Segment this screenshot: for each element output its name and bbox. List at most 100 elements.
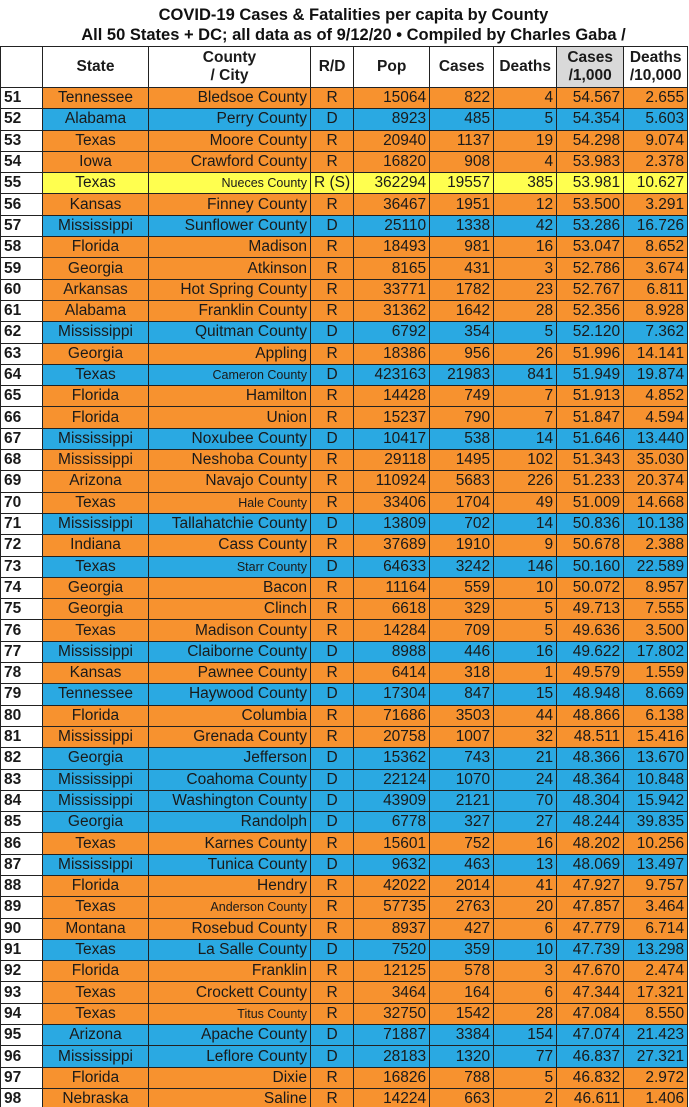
cases-per-1000-cell: 47.670 — [556, 960, 625, 983]
cases-cell: 431 — [429, 257, 495, 280]
cases-per-1000-cell: 46.837 — [556, 1045, 625, 1068]
rank-cell: 94 — [0, 1002, 43, 1026]
cases-per-1000-cell: 53.500 — [556, 193, 625, 216]
state-cell: Tennessee — [42, 683, 149, 706]
deaths-per-10000-cell: 6.811 — [623, 278, 689, 301]
pop-cell: 14284 — [353, 619, 431, 642]
cases-per-1000-cell: 46.832 — [556, 1066, 625, 1089]
pop-cell: 17304 — [353, 683, 431, 706]
state-cell: Arizona — [42, 1024, 149, 1047]
table-row: 82 Georgia Jefferson D 15362 743 21 48.366 13.67… — [0, 747, 689, 770]
header-deaths: Deaths — [493, 46, 558, 88]
deaths-per-10000-cell: 8.652 — [623, 236, 689, 259]
county-cell: Crockett County — [148, 981, 311, 1004]
deaths-cell: 10 — [493, 938, 558, 962]
cases-cell: 1338 — [429, 214, 495, 238]
cases-cell: 981 — [429, 236, 495, 259]
cases-per-1000-cell: 51.646 — [556, 427, 625, 451]
cases-cell: 5683 — [429, 470, 495, 493]
rank-cell: 54 — [0, 150, 43, 174]
county-cell: Rosebud County — [148, 917, 311, 940]
state-cell: Texas — [42, 491, 149, 514]
cases-per-1000-cell: 48.948 — [556, 683, 625, 706]
pop-cell: 16826 — [353, 1066, 431, 1089]
pop-cell: 12125 — [353, 960, 431, 983]
rank-cell: 57 — [0, 214, 43, 238]
table-row: 55 Texas Nueces County R (S) 362294 19557 385 5… — [0, 172, 689, 195]
cases-cell: 3384 — [429, 1024, 495, 1047]
cases-per-1000-cell: 50.836 — [556, 512, 625, 536]
party-cell: R — [309, 1066, 355, 1089]
deaths-per-10000-cell: 9.757 — [623, 874, 689, 898]
party-cell: R — [309, 342, 355, 365]
party-cell: D — [309, 853, 355, 876]
state-cell: Mississippi — [42, 449, 149, 472]
deaths-cell: 3 — [493, 960, 558, 983]
deaths-per-10000-cell: 10.848 — [623, 768, 689, 791]
cases-per-1000-cell: 53.981 — [556, 172, 625, 195]
deaths-cell: 14 — [493, 512, 558, 536]
cases-cell: 2014 — [429, 874, 495, 898]
rank-cell: 67 — [0, 427, 43, 451]
header-cases-per-1000: Cases/1,000 — [556, 46, 625, 88]
party-cell: D — [309, 1045, 355, 1068]
pop-cell: 11164 — [353, 576, 431, 600]
pop-cell: 22124 — [353, 768, 431, 791]
state-cell: Florida — [42, 704, 149, 727]
cases-per-1000-cell: 50.072 — [556, 576, 625, 600]
deaths-per-10000-cell: 15.942 — [623, 789, 689, 813]
pop-cell: 43909 — [353, 789, 431, 813]
rank-cell: 92 — [0, 960, 43, 983]
party-cell: R — [309, 299, 355, 323]
deaths-cell: 226 — [493, 470, 558, 493]
pop-cell: 15064 — [353, 86, 431, 110]
county-cell: Sunflower County — [148, 214, 311, 238]
rank-cell: 63 — [0, 342, 43, 365]
party-cell: R — [309, 704, 355, 727]
cases-cell: 19557 — [429, 172, 495, 195]
deaths-per-10000-cell: 13.497 — [623, 853, 689, 876]
table-row: 69 Arizona Navajo County R 110924 5683 226 51.2… — [0, 470, 689, 493]
pop-cell: 362294 — [353, 172, 431, 195]
table-row: 60 Arkansas Hot Spring County R 33771 1782 23 5… — [0, 278, 689, 301]
deaths-per-10000-cell: 5.603 — [623, 108, 689, 131]
county-cell: Coahoma County — [148, 768, 311, 791]
state-cell: Kansas — [42, 662, 149, 685]
cases-cell: 463 — [429, 853, 495, 876]
cases-per-1000-cell: 54.298 — [556, 129, 625, 152]
deaths-cell: 16 — [493, 832, 558, 855]
state-cell: Mississippi — [42, 321, 149, 344]
cases-per-1000-cell: 48.244 — [556, 811, 625, 834]
table-row: 86 Texas Karnes County R 15601 752 16 48.202 10.… — [0, 832, 689, 855]
cases-per-1000-cell: 52.786 — [556, 257, 625, 280]
cases-cell: 318 — [429, 662, 495, 685]
deaths-per-10000-cell: 35.030 — [623, 449, 689, 472]
state-cell: Texas — [42, 981, 149, 1004]
state-cell: Florida — [42, 385, 149, 408]
state-cell: Mississippi — [42, 1045, 149, 1068]
cases-cell: 1642 — [429, 299, 495, 323]
pop-cell: 33771 — [353, 278, 431, 301]
deaths-cell: 5 — [493, 1066, 558, 1089]
state-cell: Texas — [42, 172, 149, 195]
rank-cell: 68 — [0, 449, 43, 472]
rank-cell: 77 — [0, 640, 43, 664]
cases-cell: 908 — [429, 150, 495, 174]
cases-per-1000-cell: 50.160 — [556, 555, 625, 578]
table-row: 59 Georgia Atkinson R 8165 431 3 52.786 3.674 — [0, 257, 689, 280]
cases-cell: 752 — [429, 832, 495, 855]
deaths-cell: 841 — [493, 363, 558, 387]
rank-cell: 76 — [0, 619, 43, 642]
rank-cell: 86 — [0, 832, 43, 855]
table-row: 83 Mississippi Coahoma County D 22124 1070 24 4… — [0, 768, 689, 791]
party-cell: R — [309, 86, 355, 110]
deaths-cell: 10 — [493, 576, 558, 600]
table-row: 96 Mississippi Leflore County D 28183 1320 77 4… — [0, 1045, 689, 1068]
state-cell: Texas — [42, 555, 149, 578]
deaths-cell: 13 — [493, 853, 558, 876]
table-row: 52 Alabama Perry County D 8923 485 5 54.354 5.60… — [0, 108, 689, 131]
cases-per-1000-cell: 51.343 — [556, 449, 625, 472]
deaths-cell: 19 — [493, 129, 558, 152]
table-row: 95 Arizona Apache County D 71887 3384 154 47.07… — [0, 1024, 689, 1047]
table-row: 68 Mississippi Neshoba County R 29118 1495 102… — [0, 449, 689, 472]
